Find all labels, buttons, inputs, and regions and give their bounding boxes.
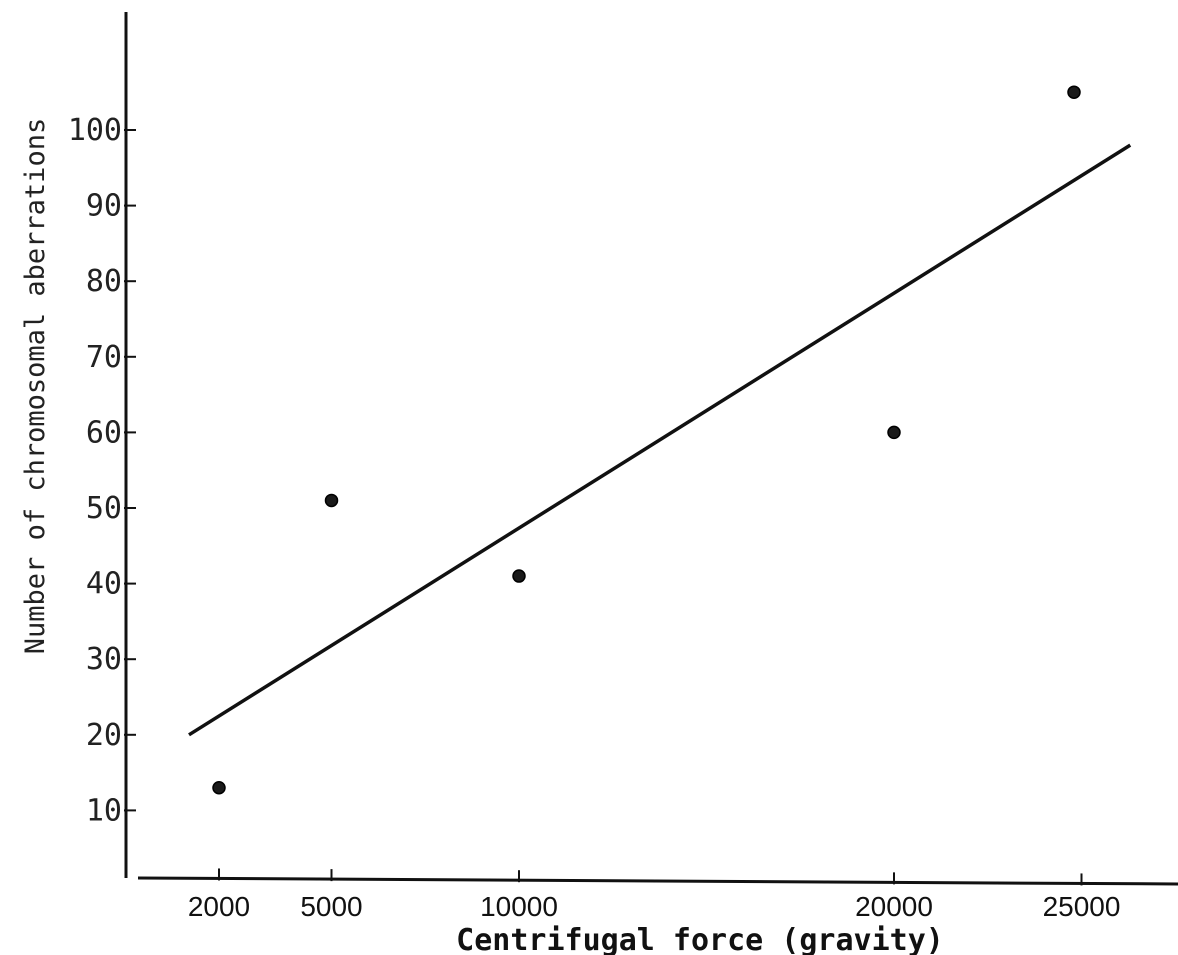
y-tick-label: 70 [86,340,122,375]
data-point [324,493,339,508]
x-tick-label: 10000 [480,891,558,922]
data-points [212,85,1081,795]
y-tick-label: 20 [86,718,122,753]
x-tick-label: 25000 [1043,891,1121,922]
trend-line [188,143,1132,737]
x-axis-label: Centrifugal force (gravity) [456,923,944,955]
data-point [1067,85,1081,99]
plot-area: 10 20 30 40 50 60 70 80 90 100 2000 5000 10000 20000… [68,12,1178,922]
y-axis-label: Number of chromosomal aberrations [20,118,51,654]
y-tick-label: 40 [86,567,122,602]
y-tick-label: 50 [86,491,122,526]
y-tick-label: 100 [68,113,122,148]
y-ticks: 10 20 30 40 50 60 70 80 90 100 [68,113,136,828]
x-tick-label: 5000 [300,891,362,922]
x-tick-label: 2000 [188,891,250,922]
y-tick-label: 60 [86,415,122,450]
data-point [887,425,901,440]
data-point [512,569,526,583]
data-point [212,780,226,795]
y-tick-label: 90 [86,189,122,224]
x-ticks: 2000 5000 10000 20000 25000 [188,868,1121,922]
y-tick-label: 80 [86,264,122,299]
y-tick-label: 30 [86,642,122,677]
y-tick-label: 10 [86,793,122,828]
x-axis [137,876,1178,886]
x-tick-label: 20000 [855,891,933,922]
